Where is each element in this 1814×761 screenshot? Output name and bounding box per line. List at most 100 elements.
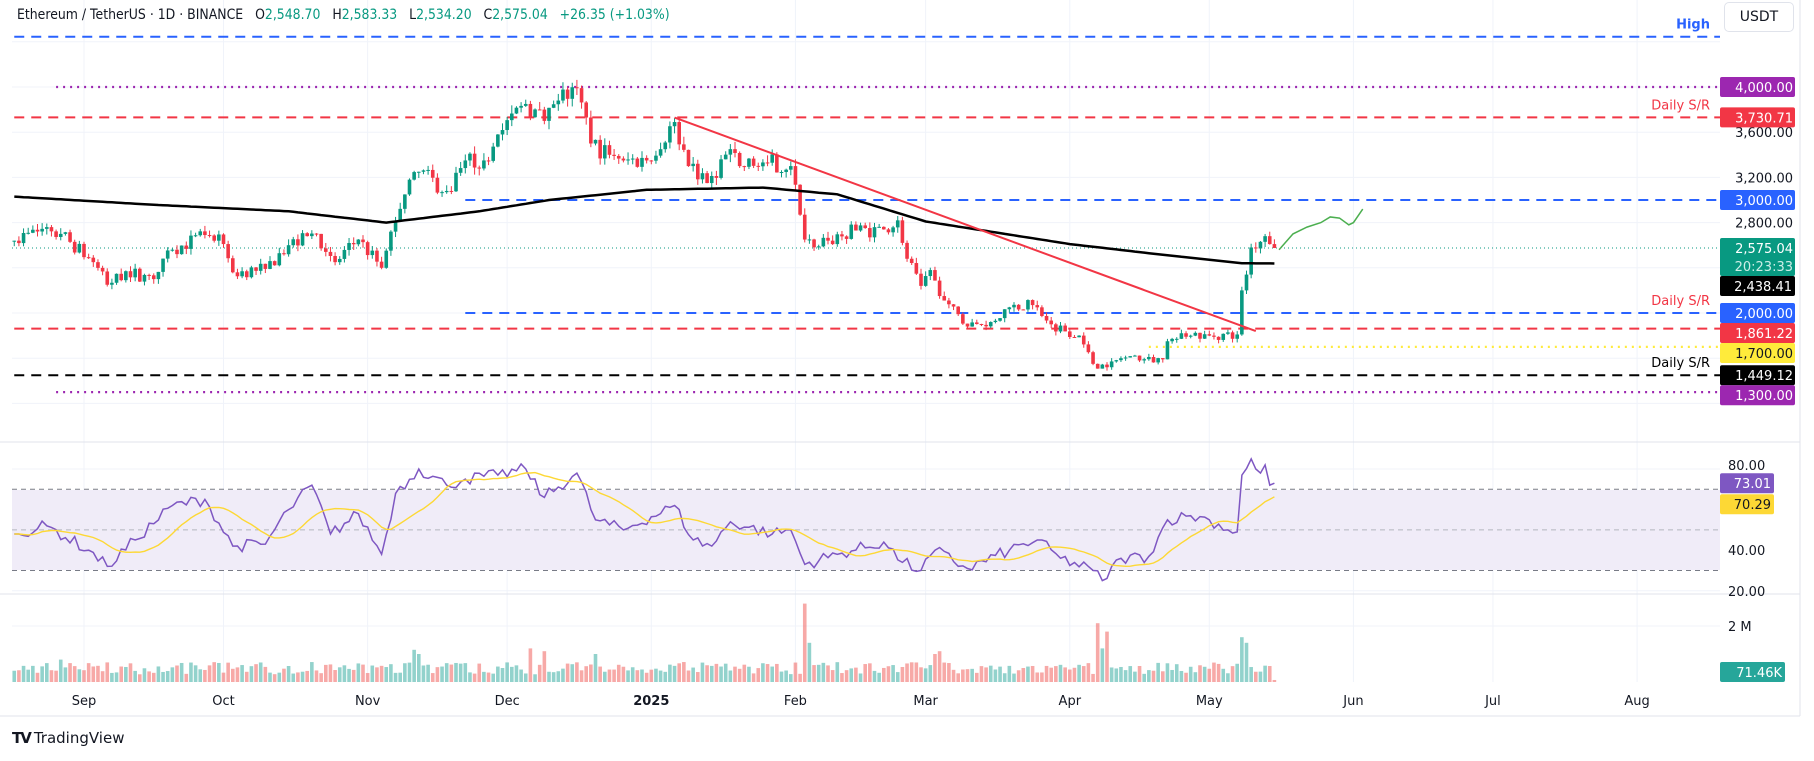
level-label: High — [1676, 18, 1710, 33]
candle-body — [12, 240, 17, 242]
candle-body — [426, 169, 430, 171]
volume-bar — [221, 672, 226, 682]
candle-body — [612, 154, 616, 156]
candle-body — [68, 232, 72, 242]
volume-tick-label: 2 M — [1728, 620, 1752, 635]
tradingview-branding[interactable]: TV TradingView — [12, 729, 124, 747]
volume-bar — [533, 674, 537, 682]
candle-body — [1100, 364, 1105, 369]
ma200-line — [14, 186, 1275, 265]
projection-path[interactable] — [1278, 208, 1364, 251]
volume-bar — [1156, 662, 1160, 682]
candle-body — [435, 177, 440, 193]
candle-body — [1244, 274, 1249, 291]
symbol-title[interactable]: Ethereum / TetherUS · 1D · BINANCE — [17, 7, 244, 23]
candle-body — [575, 87, 579, 89]
candle-body — [765, 162, 770, 164]
candle-body — [1235, 334, 1239, 339]
volume-bar — [389, 664, 393, 682]
price-tag-text: 2,000.00 — [1735, 307, 1793, 322]
volume-bar — [798, 673, 802, 682]
volume-bar — [942, 662, 947, 682]
candle-body — [277, 253, 282, 266]
time-tick-label: Nov — [355, 694, 381, 709]
level-label: Daily S/R — [1651, 356, 1710, 371]
candle-body — [217, 234, 221, 241]
candle-body — [17, 240, 21, 244]
volume-bar — [1198, 665, 1202, 682]
volume-bar — [258, 662, 263, 682]
candle-body — [830, 240, 835, 245]
rsi-tag — [1720, 473, 1774, 494]
volume-bar — [286, 665, 291, 682]
volume-bar — [45, 663, 49, 682]
volume-bar — [482, 671, 486, 682]
candle-body — [138, 268, 142, 282]
candle-body — [212, 235, 216, 241]
candle-body — [389, 231, 393, 251]
candle-body — [486, 160, 491, 162]
candle-body — [807, 239, 812, 241]
candle-body — [779, 172, 784, 174]
price-axis[interactable]: 3,600.00 3,200.00 2,800.00 80.00 40.00 20.00 2… — [1720, 126, 1795, 682]
tradingview-name: TradingView — [33, 729, 125, 747]
candle-body — [1240, 290, 1244, 335]
volume-bar — [1212, 662, 1216, 682]
volume-bar — [714, 663, 719, 682]
candle-body — [1105, 364, 1109, 368]
volume-bar — [468, 672, 472, 682]
volume-bar — [91, 666, 96, 682]
volume-bar — [654, 668, 658, 682]
volume-bar — [928, 665, 933, 682]
time-axis[interactable]: Sep Oct Nov Dec 2025 Feb Mar Apr May Jun Jul Aug — [72, 694, 1650, 709]
candle-body — [310, 233, 314, 237]
candle-body — [361, 239, 365, 243]
volume-bar — [463, 663, 468, 682]
volume-bar — [603, 671, 607, 682]
volume-bar — [621, 666, 626, 682]
volume-bar — [138, 674, 142, 682]
candle-body — [1058, 325, 1063, 332]
rsi-tag-text: 73.01 — [1734, 477, 1771, 492]
volume-bar — [240, 665, 244, 682]
candle-body — [802, 214, 807, 240]
volume-bar — [407, 662, 412, 682]
candle-body — [1193, 332, 1198, 336]
candle-body — [379, 261, 384, 268]
currency-button[interactable]: USDT — [1724, 2, 1794, 32]
volume-bar — [226, 662, 230, 682]
price-tag-text: 1,861.22 — [1735, 327, 1793, 342]
volume-bar — [486, 672, 491, 682]
candle-body — [193, 235, 198, 237]
volume-bar — [519, 669, 523, 682]
candle-body — [900, 220, 905, 243]
volume-bar — [403, 663, 407, 682]
volume-bar — [324, 664, 328, 682]
candle-body — [384, 250, 389, 268]
candle-body — [1165, 341, 1170, 360]
change-value: +26.35 (+1.03%) — [559, 7, 670, 23]
descending-trendline[interactable] — [674, 116, 1257, 333]
candle-body — [407, 179, 412, 195]
volume-bar — [593, 654, 598, 682]
volume-bar — [1114, 668, 1119, 682]
volume-bar — [426, 664, 430, 682]
candle-body — [1207, 334, 1212, 336]
volume-bar — [575, 662, 579, 682]
volume-bar — [1147, 670, 1151, 682]
candle-body — [328, 251, 333, 256]
candle-body — [835, 234, 840, 245]
volume-bar — [417, 654, 421, 682]
volume-bar — [351, 669, 356, 682]
price-tag-text: 1,449.12 — [1735, 369, 1793, 384]
candle-body — [528, 103, 533, 118]
volume-bar — [672, 665, 677, 682]
volume-bar — [542, 651, 547, 682]
volume-bar — [133, 670, 137, 682]
volume-bar — [193, 665, 198, 682]
candle-body — [1081, 335, 1086, 345]
volume-bar — [947, 663, 951, 682]
horizontal-levels — [12, 35, 1720, 394]
volume-bar — [421, 665, 426, 682]
